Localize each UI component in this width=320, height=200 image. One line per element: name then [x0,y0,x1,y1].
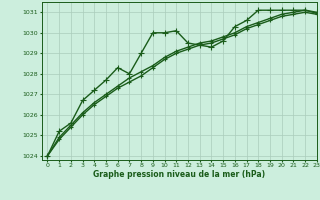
X-axis label: Graphe pression niveau de la mer (hPa): Graphe pression niveau de la mer (hPa) [93,170,265,179]
